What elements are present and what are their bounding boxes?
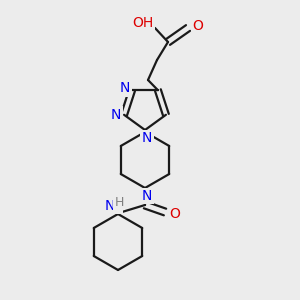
- Text: N: N: [120, 81, 130, 95]
- Text: NH: NH: [102, 200, 122, 212]
- Text: H: H: [114, 196, 124, 208]
- Text: N: N: [105, 199, 115, 213]
- Text: N: N: [111, 108, 121, 122]
- Text: O: O: [193, 19, 203, 33]
- Text: O: O: [169, 207, 180, 221]
- Text: OH: OH: [132, 16, 154, 30]
- Text: N: N: [142, 131, 152, 145]
- Text: N: N: [142, 189, 152, 203]
